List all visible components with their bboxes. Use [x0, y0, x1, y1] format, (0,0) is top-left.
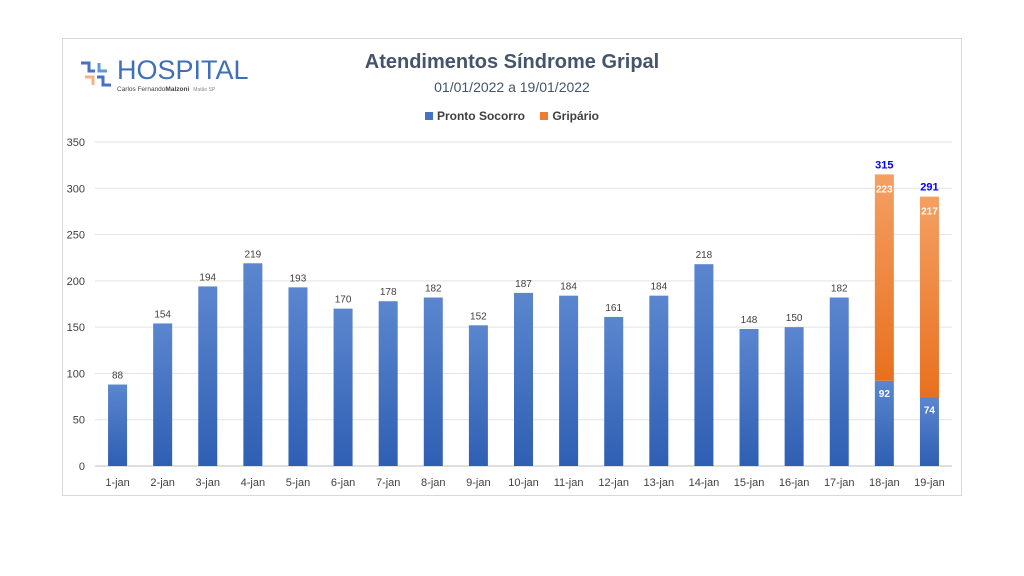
bar-pronto-socorro — [468, 325, 488, 466]
bar-pronto-socorro — [919, 397, 939, 466]
x-tick-label: 10-jan — [508, 477, 539, 489]
x-tick-label: 3-jan — [196, 477, 220, 489]
y-tick-label: 100 — [67, 368, 85, 380]
logo-location: Matão SP — [193, 87, 216, 93]
logo-subtitle-first: Carlos Fernando — [117, 86, 166, 93]
x-tick-label: 2-jan — [150, 477, 174, 489]
x-tick-label: 9-jan — [466, 477, 490, 489]
chart-legend: Pronto Socorro Gripário — [0, 109, 1024, 123]
legend-label-gripario: Gripário — [552, 109, 600, 123]
bar-pronto-socorro — [829, 297, 849, 466]
data-label-pronto-socorro: 148 — [741, 315, 758, 326]
logo-subtitle-last: Malzoni — [165, 86, 190, 93]
bar-gripario — [874, 174, 894, 381]
logo-hospital-text: HOSPITAL — [117, 55, 249, 85]
x-tick-label: 1-jan — [105, 477, 129, 489]
bar-pronto-socorro — [198, 286, 218, 466]
bar-pronto-socorro — [739, 328, 759, 466]
data-label-pronto-socorro: 170 — [335, 295, 352, 306]
data-label-pronto-socorro: 184 — [650, 282, 667, 293]
data-label-total: 315 — [875, 159, 893, 171]
bar-pronto-socorro — [153, 323, 173, 466]
y-tick-label: 200 — [67, 276, 85, 288]
chart-title: Atendimentos Síndrome Gripal — [364, 51, 660, 73]
x-tick-label: 6-jan — [331, 477, 355, 489]
data-label-pronto-socorro: 219 — [245, 249, 262, 260]
bar-pronto-socorro — [288, 287, 308, 466]
x-tick-label: 17-jan — [824, 477, 855, 489]
x-tick-label: 19-jan — [914, 477, 945, 489]
bar-pronto-socorro — [784, 327, 804, 466]
data-label-pronto-socorro: 182 — [425, 284, 442, 295]
data-label-pronto-socorro: 218 — [696, 250, 713, 261]
bar-pronto-socorro — [649, 295, 669, 466]
bar-pronto-socorro — [243, 263, 263, 466]
y-tick-label: 350 — [67, 137, 85, 149]
bar-pronto-socorro — [378, 301, 398, 466]
data-label-gripario: 217 — [921, 207, 938, 218]
legend-item-gripario: Gripário — [540, 109, 599, 123]
x-tick-label: 8-jan — [421, 477, 445, 489]
legend-swatch-pronto-socorro — [424, 112, 433, 120]
hospital-logo: HOSPITAL Carlos FernandoMalzoni Matão SP — [79, 55, 249, 99]
data-label-pronto-socorro: 184 — [560, 282, 577, 293]
data-label-pronto-socorro: 92 — [879, 389, 891, 400]
legend-label-pronto-socorro: Pronto Socorro — [436, 109, 525, 123]
x-axis: 1-jan 2-jan 3-jan 4-jan 5-jan 6-jan 7-jan 8-jan… — [105, 477, 944, 489]
x-tick-label: 11-jan — [554, 477, 584, 489]
bar-pronto-socorro — [423, 297, 443, 466]
x-tick-label: 16-jan — [779, 477, 810, 489]
y-tick-label: 300 — [67, 183, 85, 195]
bar-pronto-socorro — [604, 316, 624, 466]
y-tick-label: 150 — [67, 322, 85, 334]
x-tick-label: 7-jan — [376, 477, 400, 489]
bar-pronto-socorro — [694, 264, 714, 466]
data-label-total: 291 — [920, 182, 938, 194]
data-label-pronto-socorro: 193 — [290, 273, 307, 284]
hospital-logo-icon — [81, 61, 111, 87]
x-tick-label: 15-jan — [734, 477, 765, 489]
logo-subtitle: Carlos FernandoMalzoni Matão SP — [117, 86, 215, 93]
data-label-pronto-socorro: 150 — [786, 313, 803, 324]
y-axis: 0 50 100 150 200 250 300 350 — [67, 137, 85, 473]
legend-swatch-gripario — [540, 112, 549, 120]
chart-subtitle: 01/01/2022 a 19/01/2022 — [434, 79, 590, 95]
data-label-pronto-socorro: 182 — [831, 284, 848, 295]
bar-pronto-socorro — [108, 384, 128, 466]
bar-gripario — [919, 196, 939, 398]
bar-pronto-socorro — [333, 308, 353, 466]
data-label-pronto-socorro: 194 — [199, 272, 216, 283]
bar-pronto-socorro — [514, 292, 533, 466]
x-tick-label: 18-jan — [869, 477, 900, 489]
data-labels: 88 154 194 219 193 170 178 182 152 187 184 161 184 21… — [112, 159, 939, 416]
legend-item-pronto-socorro: Pronto Socorro — [424, 109, 525, 123]
data-label-pronto-socorro: 154 — [154, 309, 171, 320]
data-label-gripario: 223 — [876, 184, 893, 195]
bar-pronto-socorro — [559, 295, 579, 466]
bar-pronto-socorro — [874, 380, 894, 466]
x-tick-label: 12-jan — [598, 477, 629, 489]
y-tick-label: 250 — [67, 230, 85, 242]
data-label-pronto-socorro: 74 — [924, 405, 936, 416]
x-tick-label: 4-jan — [241, 477, 265, 489]
bars — [108, 174, 939, 466]
data-label-pronto-socorro: 152 — [470, 311, 487, 322]
x-tick-label: 5-jan — [286, 477, 310, 489]
x-tick-label: 13-jan — [644, 477, 675, 489]
data-label-pronto-socorro: 187 — [515, 279, 532, 290]
data-label-pronto-socorro: 88 — [112, 371, 124, 382]
y-tick-label: 50 — [73, 415, 85, 427]
y-tick-label: 0 — [79, 461, 85, 473]
data-label-pronto-socorro: 161 — [605, 303, 622, 314]
data-label-pronto-socorro: 178 — [380, 287, 397, 298]
x-tick-label: 14-jan — [689, 477, 720, 489]
